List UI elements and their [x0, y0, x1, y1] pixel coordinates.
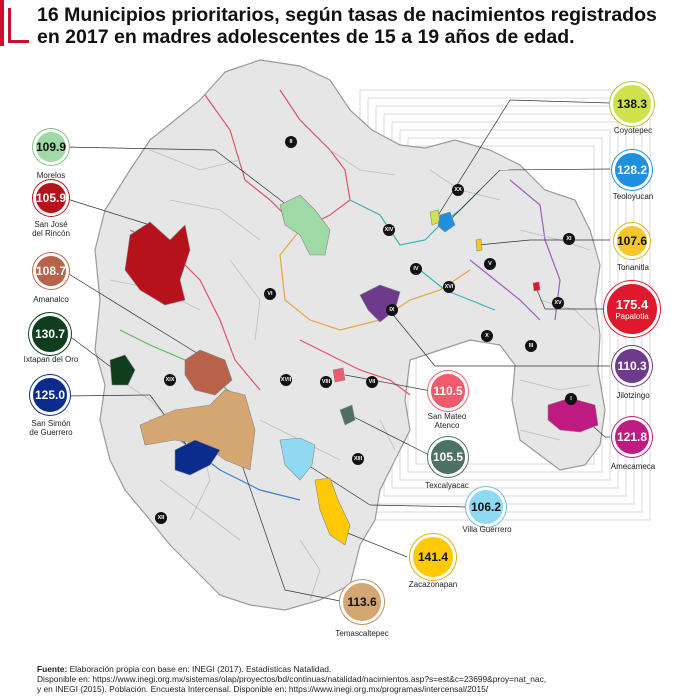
- bubble-san-jose-del-rincon: 105.9: [33, 180, 69, 216]
- region-marker-viii: VIII: [320, 376, 332, 388]
- region-marker-iv: IV: [410, 263, 422, 275]
- source-line-3: y en INEGI (2015). Población. Encuesta I…: [37, 684, 489, 694]
- title-accent-bar: [0, 0, 4, 46]
- label-san-mateo-atenco: San Mateo Atenco: [427, 412, 467, 430]
- shape-zacazonapan: [314, 477, 351, 546]
- region-marker-xi: XI: [563, 233, 575, 245]
- source-text: Elaboración propia con base en: INEGI (2…: [67, 664, 332, 674]
- region-marker-iii: III: [525, 340, 537, 352]
- label-zacazonapan: Zacazonapan: [408, 580, 458, 589]
- label-teoloyucan: Teoloyucan: [612, 192, 654, 201]
- label-morelos: Morelos: [36, 171, 66, 180]
- bubble-coyotepec: 138.3: [610, 82, 654, 126]
- label-amanalco: Amanalco: [33, 295, 69, 304]
- page-title: 16 Municipios prioritarios, según tasas …: [37, 4, 657, 48]
- region-marker-xix: XIX: [164, 374, 176, 386]
- region-marker-vii: VII: [366, 376, 378, 388]
- bubble-ixtapan-del-oro: 130.7: [29, 313, 71, 355]
- bubble-san-simon-de-guerrero: 125.0: [30, 375, 70, 415]
- source-note: Fuente: Elaboración propia con base en: …: [37, 664, 677, 694]
- label-amecameca: Amecameca: [610, 462, 656, 471]
- bubble-tonanitla: 107.6: [614, 223, 650, 259]
- label-san-jose-del-rincon: San José del Rincón: [32, 220, 70, 238]
- label-jilotzingo: Jilotzingo: [616, 391, 650, 400]
- shape-teoloyucan: [437, 211, 456, 233]
- shape-temascaltepec: [139, 389, 256, 471]
- papalotla-rate: 175.4: [615, 297, 649, 312]
- region-marker-vi: VI: [264, 288, 276, 300]
- region-marker-i: I: [565, 393, 577, 405]
- leader-lines: [63, 99, 611, 602]
- shape-papalotla: [532, 281, 541, 292]
- label-san-simon-de-guerrero: San Simón de Guerrero: [29, 419, 73, 437]
- bubble-amecameca: 121.8: [612, 417, 652, 457]
- region-marker-xiv: XIV: [383, 224, 395, 236]
- map-state-of-mexico: [63, 59, 651, 611]
- source-label: Fuente:: [37, 664, 68, 674]
- shape-texcalyacac: [339, 404, 356, 426]
- papalotla-name: Papalotla: [615, 312, 649, 321]
- shape-san-simon-de-guerrero: [174, 439, 221, 476]
- shape-tonanitla: [475, 238, 483, 252]
- region-marker-v: V: [484, 258, 496, 270]
- region-marker-x: X: [481, 330, 493, 342]
- bubble-villa-guerrero: 106.2: [466, 487, 506, 527]
- bubble-morelos: 109.9: [33, 129, 69, 165]
- bubble-amanalco: 108.7: [33, 253, 69, 289]
- label-villa-guerrero: Villa Guerrero: [462, 525, 512, 534]
- region-marker-ix: IX: [386, 304, 398, 316]
- label-coyotepec: Coyotepec: [613, 126, 653, 135]
- region-marker-xiii: XIII: [352, 453, 364, 465]
- bubble-temascaltepec: 113.6: [340, 580, 384, 624]
- source-line-1: Fuente: Elaboración propia con base en: …: [37, 664, 677, 674]
- label-temascaltepec: Temascaltepec: [335, 629, 389, 638]
- bubble-papalotla: 175.4 Papalotla: [604, 281, 660, 337]
- label-texcalyacac: Texcalyacac: [425, 481, 469, 490]
- bubble-jilotzingo: 110.3: [612, 346, 652, 386]
- label-tonanitla: Tonanitla: [616, 263, 650, 272]
- state-outline: [94, 59, 606, 611]
- shape-amanalco: [184, 349, 233, 396]
- region-marker-xvi: XVI: [443, 281, 455, 293]
- shape-san-jose-del-rincon: [124, 221, 191, 306]
- label-ixtapan-del-oro: Ixtapan del Oro: [23, 355, 79, 364]
- region-marker-xii: XII: [155, 512, 167, 524]
- highlighted-municipalities: [109, 194, 599, 546]
- bubble-teoloyucan: 128.2: [612, 150, 652, 190]
- bubble-texcalyacac: 105.5: [428, 437, 468, 477]
- region-marker-xx: XX: [452, 184, 464, 196]
- shape-villa-guerrero: [279, 437, 316, 481]
- shape-ixtapan-del-oro: [109, 354, 136, 386]
- shape-morelos: [279, 194, 331, 256]
- region-marker-xv: XV: [552, 297, 564, 309]
- region-marker-ii: II: [285, 136, 297, 148]
- bubble-san-mateo-atenco: 110.5: [428, 371, 468, 411]
- title-accent-mark: [8, 8, 29, 43]
- bubble-zacazonapan: 141.4: [410, 534, 456, 580]
- region-marker-xvii: XVII: [280, 374, 292, 386]
- source-line-2: Disponible en: https://www.inegi.org.mx/…: [37, 674, 547, 684]
- shape-san-mateo-atenco: [332, 367, 346, 383]
